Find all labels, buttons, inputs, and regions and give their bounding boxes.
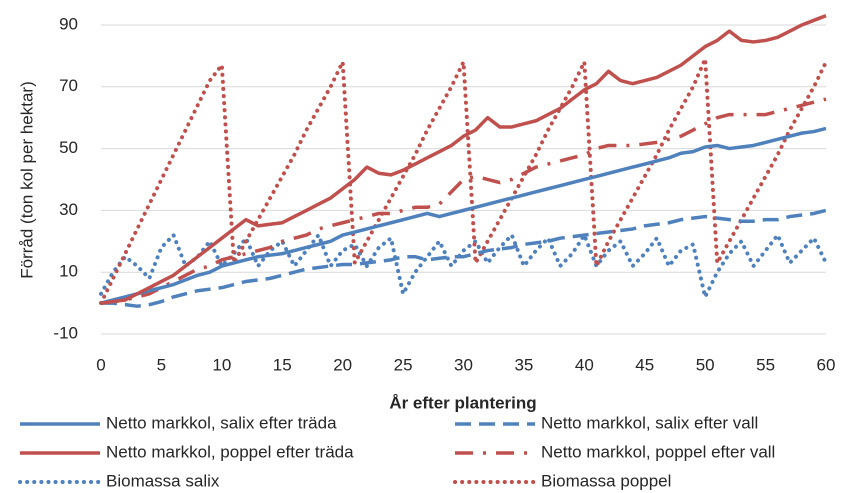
x-tick-label: 35	[514, 355, 533, 374]
y-tick-label: 10	[59, 262, 78, 281]
series-line	[99, 233, 828, 299]
y-tick-label: 30	[59, 200, 78, 219]
x-axis-label: År efter plantering	[389, 393, 536, 412]
legend-label: Biomassa salix	[106, 471, 220, 490]
x-tick-label: 10	[212, 355, 231, 374]
series-line	[101, 208, 827, 308]
y-tick-label: 70	[59, 76, 78, 95]
legend-label: Netto markkol, salix efter träda	[106, 413, 337, 432]
x-tick-label: 50	[696, 355, 715, 374]
x-tick-label: 15	[273, 355, 292, 374]
series-line	[100, 97, 827, 305]
x-tick-label: 40	[575, 355, 594, 374]
y-tick-label: 90	[59, 14, 78, 33]
y-tick-label: 50	[59, 138, 78, 157]
y-tick-label: -10	[53, 323, 78, 342]
x-tick-label: 60	[817, 355, 836, 374]
legend-label: Netto markkol, salix efter vall	[541, 413, 758, 432]
legend-label: Netto markkol, poppel efter vall	[541, 442, 775, 461]
series-line	[100, 126, 827, 305]
x-tick-label: 55	[756, 355, 775, 374]
x-tick-label: 20	[333, 355, 352, 374]
x-tick-label: 0	[96, 355, 105, 374]
x-tick-label: 45	[635, 355, 654, 374]
series-line	[100, 14, 827, 305]
x-tick-label: 25	[394, 355, 413, 374]
x-tick-label: 30	[454, 355, 473, 374]
series-line	[99, 56, 828, 306]
legend-label: Netto markkol, poppel efter träda	[106, 442, 354, 461]
x-tick-label: 5	[157, 355, 166, 374]
y-axis-label: Förråd (ton kol per hektar)	[17, 81, 36, 278]
legend-label: Biomassa poppel	[541, 471, 671, 490]
